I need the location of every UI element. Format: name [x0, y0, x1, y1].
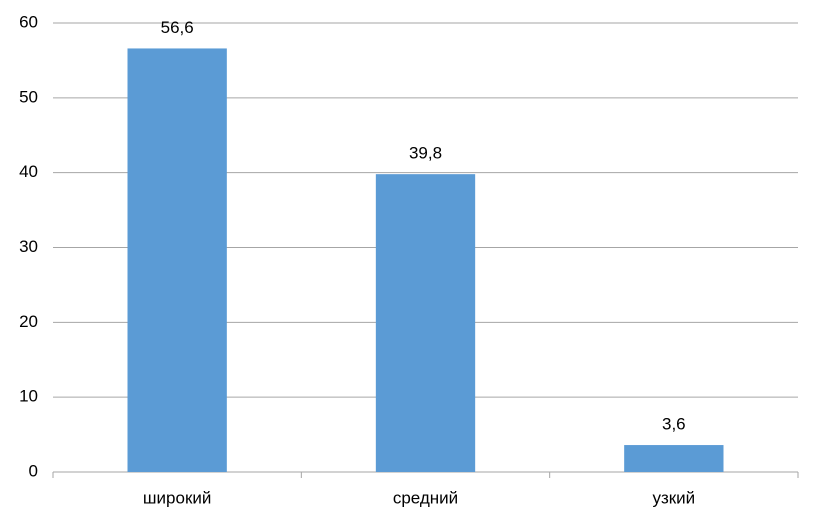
y-tick-label: 0: [29, 461, 38, 480]
value-label: 3,6: [662, 415, 686, 434]
y-tick-label: 20: [19, 312, 38, 331]
x-tick-label: средний: [393, 488, 458, 507]
y-tick-label: 60: [19, 12, 38, 31]
y-tick-label: 10: [19, 387, 38, 406]
y-tick-label: 50: [19, 87, 38, 106]
value-label: 39,8: [409, 144, 442, 163]
x-tick-label: широкий: [143, 488, 211, 507]
bar: [375, 174, 476, 472]
x-tick-label: узкий: [652, 488, 695, 507]
y-tick-label: 40: [19, 162, 38, 181]
value-label: 56,6: [161, 18, 194, 37]
bar: [624, 445, 724, 472]
bar: [127, 48, 227, 473]
y-tick-label: 30: [19, 237, 38, 256]
